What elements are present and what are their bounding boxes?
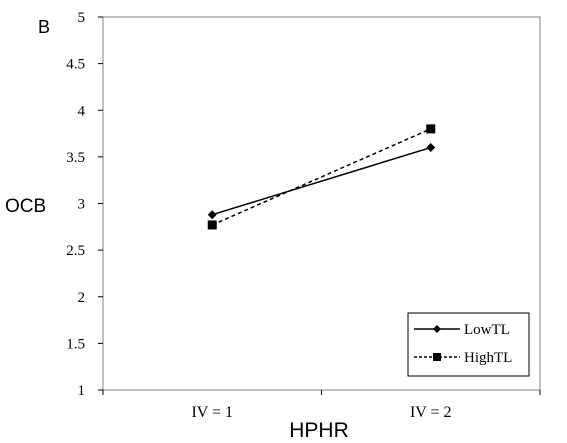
panel-label: B xyxy=(38,17,50,37)
y-tick-label: 2 xyxy=(78,290,86,306)
x-tick-label: IV = 1 xyxy=(191,404,233,421)
series-layer xyxy=(207,124,436,230)
y-tick-label: 1 xyxy=(78,383,86,399)
y-tick-label: 3.5 xyxy=(66,150,85,166)
series-line-lowtl xyxy=(212,146,431,216)
y-axis-ticks xyxy=(98,16,103,391)
x-axis-ticks xyxy=(102,390,541,395)
legend-label-hightl: HighTL xyxy=(464,350,512,366)
y-tick-label: 5 xyxy=(78,10,86,26)
x-axis-tick-labels: IV = 1 IV = 2 xyxy=(191,404,451,421)
legend-marker-lowtl-diamond-icon xyxy=(433,325,441,333)
x-axis-title: HPHR xyxy=(289,419,349,442)
data-point-lowtl-1 xyxy=(426,143,436,153)
series-line-hightl xyxy=(211,128,432,226)
legend-label-lowtl: LowTL xyxy=(464,322,510,338)
data-point-hightl-0 xyxy=(207,220,217,230)
y-tick-label: 4 xyxy=(78,103,86,119)
y-tick-label: 4.5 xyxy=(66,57,85,73)
y-tick-label: 2.5 xyxy=(66,243,85,259)
data-point-hightl-1 xyxy=(426,124,436,134)
legend-box xyxy=(407,312,530,377)
series-hightl xyxy=(207,124,436,230)
legend: LowTL HighTL xyxy=(407,312,530,377)
x-tick-label: IV = 2 xyxy=(410,404,452,421)
legend-marker-hightl-square-icon xyxy=(433,353,441,361)
data-point-lowtl-0 xyxy=(207,210,217,220)
series-lowtl xyxy=(207,143,436,220)
y-tick-label: 3 xyxy=(78,197,86,213)
y-tick-label: 1.5 xyxy=(66,336,85,352)
y-axis-tick-labels: 1 1.5 2 2.5 3 3.5 4 4.5 5 xyxy=(66,10,85,399)
y-axis-title: OCB xyxy=(5,196,46,217)
